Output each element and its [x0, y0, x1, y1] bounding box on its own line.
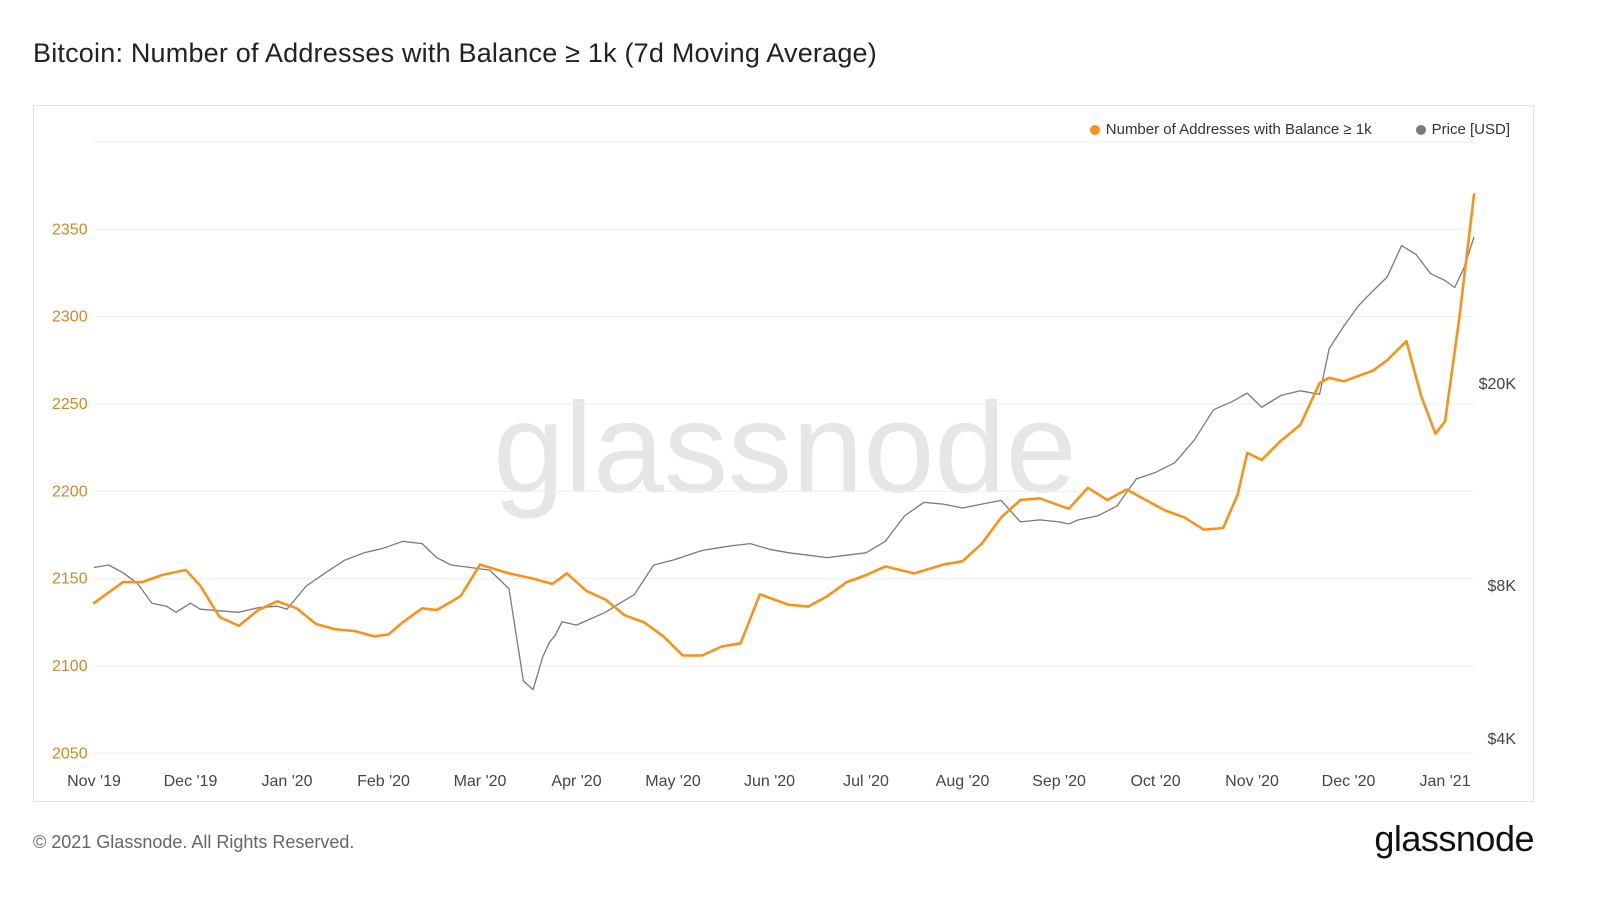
x-axis: Nov '19 Dec '19 Jan '20 Feb '20 Mar '20 Apr '…	[67, 773, 1471, 790]
left-tick-label: 2100	[52, 658, 88, 675]
watermark-text: glassnode	[493, 377, 1077, 520]
series-lines	[92, 193, 1476, 691]
copyright-text: © 2021 Glassnode. All Rights Reserved.	[33, 832, 355, 852]
legend-dot-addresses	[1089, 124, 1100, 135]
x-tick-label: Jan '21	[1420, 773, 1471, 790]
chart-title: Bitcoin: Number of Addresses with Balanc…	[33, 38, 877, 68]
legend-dot-price	[1415, 124, 1426, 135]
price-line	[93, 236, 1475, 691]
left-tick-label: 2350	[52, 221, 88, 238]
x-tick-label: Dec '20	[1322, 773, 1376, 790]
left-tick-label: 2300	[52, 309, 88, 326]
x-tick-label: Nov '19	[67, 773, 121, 790]
legend-label-addresses: Number of Addresses with Balance ≥ 1k	[1105, 121, 1372, 138]
addresses-line	[92, 193, 1476, 657]
left-tick-label: 2150	[52, 571, 88, 588]
x-tick-label: Jan '20	[261, 773, 312, 790]
legend-label-price: Price [USD]	[1431, 121, 1510, 138]
right-tick-label: $8K	[1488, 578, 1517, 595]
right-tick-label: $4K	[1488, 731, 1517, 748]
legend-item-price[interactable]: Price [USD]	[1415, 121, 1510, 138]
x-tick-label: Oct '20	[1130, 773, 1180, 790]
x-tick-label: Feb '20	[357, 773, 410, 790]
right-tick-label: $20K	[1479, 376, 1517, 393]
left-tick-label: 2200	[52, 483, 88, 500]
x-tick-label: Aug '20	[936, 773, 990, 790]
legend-item-addresses[interactable]: Number of Addresses with Balance ≥ 1k	[1089, 121, 1372, 138]
grid-lines	[94, 141, 1474, 754]
legend: Number of Addresses with Balance ≥ 1k Pr…	[1089, 121, 1510, 138]
left-tick-label: 2250	[52, 396, 88, 413]
x-tick-label: Mar '20	[454, 773, 507, 790]
x-tick-label: Nov '20	[1225, 773, 1279, 790]
x-tick-label: Jun '20	[744, 773, 795, 790]
x-tick-label: Dec '19	[164, 773, 218, 790]
brand-logo[interactable]: glassnode	[1374, 818, 1534, 859]
chart-panel	[33, 105, 1534, 802]
x-tick-label: Sep '20	[1032, 773, 1086, 790]
left-axis: 2050 2100 2150 2200 2250 2300 2350	[52, 221, 88, 762]
left-tick-label: 2050	[52, 745, 88, 762]
x-tick-label: Jul '20	[843, 773, 889, 790]
right-axis: $4K $8K $20K	[1479, 376, 1517, 748]
x-tick-label: May '20	[645, 773, 701, 790]
x-tick-label: Apr '20	[551, 773, 601, 790]
